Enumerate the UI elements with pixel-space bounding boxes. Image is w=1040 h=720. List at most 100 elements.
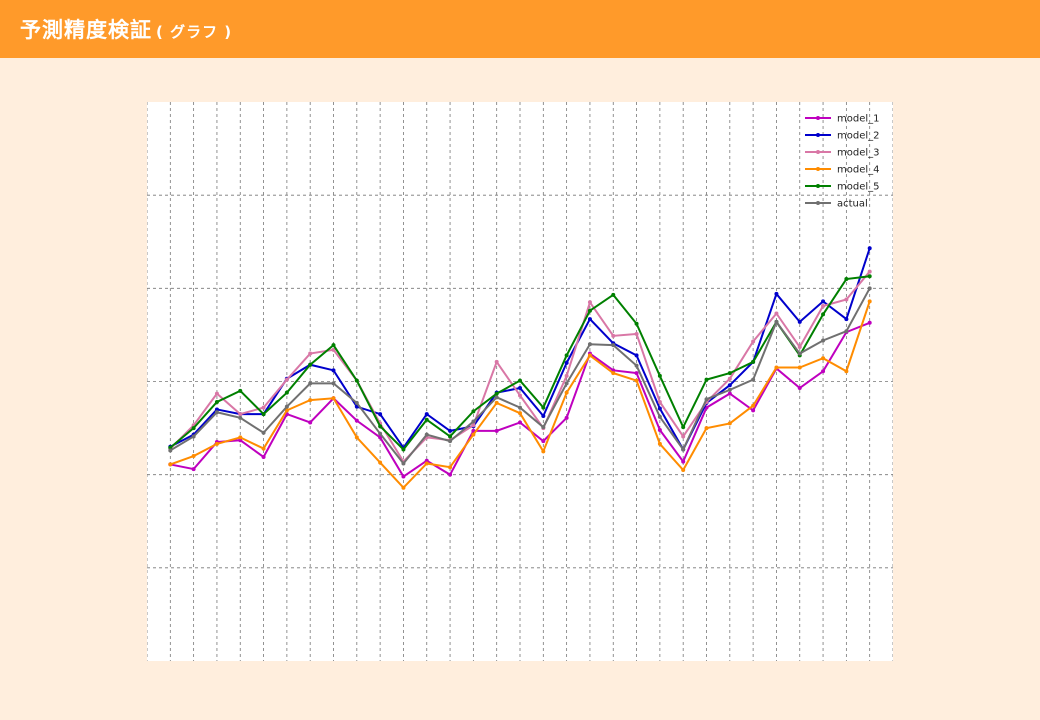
data-point [774,365,779,370]
data-point [587,342,592,347]
data-point [378,460,383,465]
legend-item: actual [805,199,868,210]
data-point [564,415,569,420]
data-point [541,439,546,444]
data-point [168,445,173,450]
data-point [844,329,849,334]
data-point [587,300,592,305]
data-point [564,390,569,395]
data-point [867,286,872,291]
legend-item: model_5 [805,182,880,193]
data-point [821,312,826,317]
data-point [494,400,499,405]
data-point [681,468,686,473]
data-point [751,359,756,364]
data-point [867,299,872,304]
data-point [238,415,243,420]
data-point [634,321,639,326]
data-point [727,376,732,381]
data-point [518,405,522,410]
legend-marker [816,150,820,154]
legend-item: model_4 [805,165,880,176]
data-point [424,461,429,466]
data-point [284,404,289,409]
data-point [751,403,756,408]
data-point [448,472,453,477]
data-point [401,474,406,479]
page-header: 予測精度検証( グラフ ) [0,0,1040,58]
data-point [704,377,709,382]
page-title: 予測精度検証( グラフ ) [20,14,232,44]
legend-label: model_5 [837,182,880,193]
data-point [494,428,499,433]
data-point [168,448,173,453]
data-point [191,454,196,459]
data-point [471,432,476,437]
data-point [214,441,219,446]
data-point [681,425,686,430]
data-point [821,369,826,374]
series-model-4 [168,299,872,490]
data-point [821,338,826,343]
data-point [308,362,313,367]
data-point [518,420,522,425]
data-point [751,339,756,344]
data-point [424,458,429,463]
data-point [284,408,289,413]
data-point [261,430,266,435]
data-point [797,386,802,391]
data-point [494,395,499,400]
data-point [401,447,406,452]
data-point [261,405,266,410]
data-point [308,381,313,386]
chart-panel: model_1 model_2 model_3 model_4 model_5 actua… [147,102,893,661]
data-point [727,371,732,376]
data-point [751,408,756,413]
data-point [634,353,639,358]
data-point [867,274,872,279]
data-point [634,378,639,383]
data-point [774,291,779,296]
data-point [634,363,639,368]
data-point [214,399,219,404]
data-point [797,319,802,324]
data-point [518,386,522,391]
data-point [774,311,779,316]
prediction-accuracy-chart: model_1 model_2 model_3 model_4 model_5actua… [147,102,893,661]
data-point [518,393,522,398]
legend-label: model_1 [837,114,880,125]
legend-marker [816,133,820,137]
data-point [214,407,219,412]
data-point [448,465,453,470]
data-point [331,396,336,401]
legend-marker [816,184,820,188]
data-point [657,373,662,378]
data-point [611,371,616,376]
data-point [564,381,569,386]
data-point [261,412,266,417]
data-point [727,387,732,392]
data-point [424,432,429,437]
data-point [448,434,453,439]
data-point [331,381,336,386]
data-point [471,419,476,424]
data-point [448,439,453,444]
data-point [797,351,802,356]
data-point [564,360,569,365]
data-point [657,427,662,432]
data-point [238,435,243,440]
data-point [844,297,849,302]
page-title-sub: ( グラフ ) [156,23,233,41]
data-point [471,423,476,428]
data-point [308,351,313,356]
data-point [704,397,709,402]
data-point [867,246,872,251]
series-model-5 [168,274,872,452]
data-point [797,345,802,350]
legend-label: model_3 [837,148,880,159]
data-point [378,412,383,417]
data-point [331,347,336,352]
data-point [657,414,662,419]
data-point [168,462,173,467]
data-point [191,434,196,439]
